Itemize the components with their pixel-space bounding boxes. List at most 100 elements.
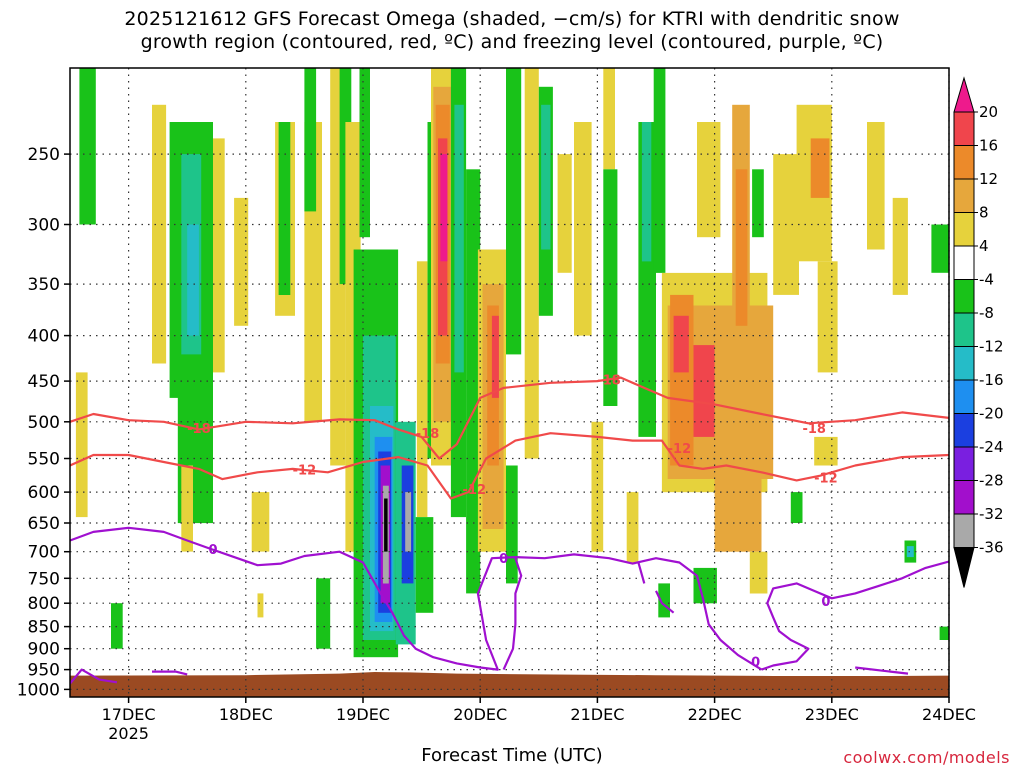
colorbar-label: 12 bbox=[979, 170, 998, 188]
omega-cell bbox=[181, 465, 193, 552]
omega-cell bbox=[906, 546, 914, 558]
omega-cell bbox=[304, 68, 317, 212]
omega-cell bbox=[931, 224, 949, 273]
omega-cell bbox=[506, 68, 522, 355]
colorbar-bin bbox=[953, 379, 975, 414]
omega-cell bbox=[79, 68, 96, 225]
colorbar-label: -36 bbox=[979, 539, 1004, 557]
dgz-contour--18 bbox=[70, 376, 949, 460]
x-tick-label: 24DEC bbox=[922, 705, 976, 724]
x-tick-label: 23DEC bbox=[805, 705, 859, 724]
y-tick-label: 650 bbox=[28, 514, 60, 534]
freezing-level-label: 0 bbox=[499, 552, 508, 567]
colorbar-label: 16 bbox=[979, 137, 998, 155]
terrain-fill bbox=[70, 672, 949, 697]
plot-frame bbox=[69, 67, 950, 698]
omega-cell bbox=[574, 122, 592, 336]
omega-cell bbox=[658, 583, 670, 618]
omega-cell bbox=[416, 261, 428, 517]
freezing-level-contour bbox=[655, 590, 675, 614]
omega-cell bbox=[749, 551, 768, 594]
axes: 2503003504004505005506006507007508008509… bbox=[17, 145, 976, 743]
y-tick-label: 500 bbox=[28, 413, 60, 433]
dgz-contour-label: -12 bbox=[814, 472, 838, 487]
omega-cell bbox=[653, 68, 666, 273]
omega-cell bbox=[557, 154, 572, 273]
omega-cell bbox=[506, 465, 518, 584]
omega-cell bbox=[603, 68, 615, 170]
colorbar-bin bbox=[953, 480, 975, 515]
x-tick-label: 17DEC bbox=[102, 705, 156, 724]
y-tick-label: 450 bbox=[28, 372, 60, 392]
freezing-level-contour bbox=[761, 560, 949, 671]
colorbar-bin bbox=[953, 279, 975, 314]
omega-cell bbox=[714, 414, 762, 552]
colorbar-label: 4 bbox=[979, 237, 989, 255]
terrain-mask bbox=[70, 672, 949, 697]
colorbar-bin bbox=[953, 513, 975, 548]
omega-cell bbox=[735, 169, 748, 326]
colorbar-label: 20 bbox=[979, 103, 998, 121]
colorbar-bin bbox=[953, 446, 975, 481]
x-tick-label: 20DEC bbox=[453, 705, 507, 724]
chart-title-line-2: growth region (contoured, red, ºC) and f… bbox=[140, 31, 884, 53]
y-tick-label: 600 bbox=[28, 483, 60, 503]
colorbar-label: -4 bbox=[979, 271, 994, 289]
colorbar: 20 16 12 8 4 -4 -8 -12 -16 -20 -24 -28 -32 -36 bbox=[953, 76, 1004, 588]
omega-cell bbox=[359, 68, 370, 238]
x-axis-label: Forecast Time (UTC) bbox=[421, 745, 603, 766]
freezing-level-label: 0 bbox=[751, 655, 760, 670]
omega-cell bbox=[626, 492, 639, 563]
omega-cell bbox=[641, 122, 652, 262]
colorbar-bottom-triangle bbox=[953, 547, 975, 588]
colorbar-bin bbox=[953, 413, 975, 448]
dgz-contour-label: -18 bbox=[597, 373, 621, 388]
omega-cell bbox=[693, 345, 715, 437]
omega-cell bbox=[213, 138, 225, 373]
colorbar-label: -32 bbox=[979, 505, 1004, 523]
freezing-level-contour bbox=[855, 666, 909, 675]
omega-cell bbox=[440, 154, 448, 262]
omega-cell bbox=[892, 197, 908, 295]
freezing-level-label: 0 bbox=[208, 543, 217, 558]
omega-cell bbox=[234, 197, 249, 326]
colorbar-label: -8 bbox=[979, 304, 994, 322]
dgz-contour-label: -18 bbox=[802, 422, 826, 437]
omega-cell bbox=[111, 603, 123, 649]
x-tick-label: 19DEC bbox=[336, 705, 390, 724]
colorbar-label: -16 bbox=[979, 371, 1004, 389]
dgz-contour--12 bbox=[70, 432, 949, 500]
colorbar-top-triangle bbox=[953, 76, 975, 113]
omega-cell bbox=[810, 138, 830, 198]
y-tick-label: 850 bbox=[28, 618, 60, 638]
omega-cell bbox=[541, 104, 551, 250]
omega-cell bbox=[673, 315, 689, 373]
freezing-level-contour bbox=[70, 668, 118, 685]
colorbar-bin bbox=[953, 145, 975, 180]
omega-cell bbox=[591, 421, 604, 552]
omega-cell bbox=[867, 122, 885, 250]
y-tick-label: 900 bbox=[28, 640, 60, 660]
dgz-contour-label: -12 bbox=[463, 483, 487, 498]
omega-cell bbox=[603, 169, 618, 406]
omega-cell bbox=[697, 122, 721, 238]
colorbar-bin bbox=[953, 212, 975, 247]
omega-cell bbox=[384, 498, 388, 552]
chart-title-line-1: 2025121612 GFS Forecast Omega (shaded, −… bbox=[124, 8, 900, 30]
freezing-level-contour bbox=[637, 562, 646, 584]
omega-cell bbox=[316, 578, 331, 649]
colorbar-label: -12 bbox=[979, 338, 1004, 356]
colorbar-bin bbox=[953, 346, 975, 381]
omega-cell bbox=[278, 122, 291, 295]
colorbar-bin bbox=[953, 178, 975, 213]
omega-cell bbox=[752, 169, 764, 238]
freezing-level-contour bbox=[152, 670, 188, 676]
y-tick-label: 700 bbox=[28, 543, 60, 563]
omega-cell bbox=[790, 492, 803, 523]
y-tick-label: 750 bbox=[28, 569, 60, 589]
colorbar-label: -20 bbox=[979, 405, 1004, 423]
x-tick-label: 21DEC bbox=[570, 705, 624, 724]
x-tick-label: 22DEC bbox=[688, 705, 742, 724]
omega-shading-layer bbox=[75, 68, 949, 658]
